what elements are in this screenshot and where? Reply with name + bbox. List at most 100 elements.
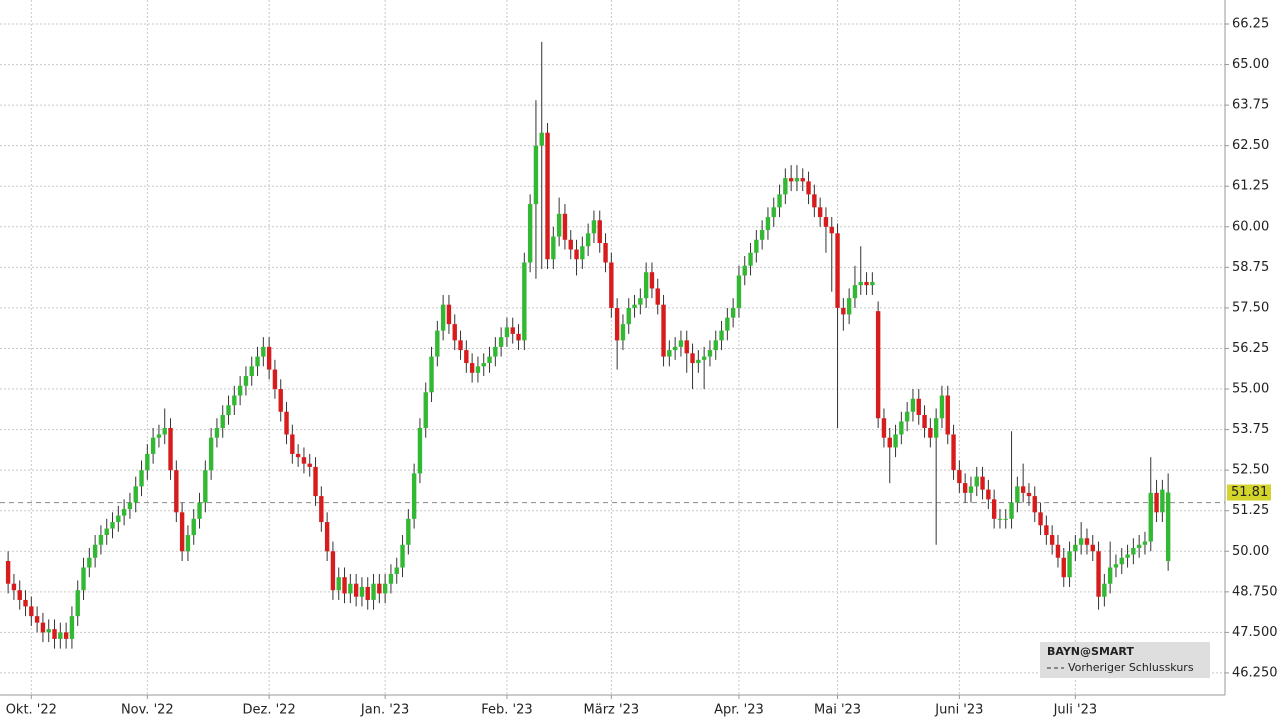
y-tick-label: 58.75	[1232, 260, 1269, 275]
candle-body	[1044, 525, 1049, 536]
candle-body	[701, 356, 707, 360]
candle-body	[655, 288, 660, 305]
candle-body	[423, 392, 428, 428]
candle-body	[365, 586, 370, 600]
candle-body	[342, 577, 347, 594]
candle-body	[794, 178, 800, 182]
candle-body	[400, 544, 405, 568]
candle-body	[667, 350, 672, 357]
candles	[0, 41, 1225, 649]
candle-body	[1003, 518, 1008, 520]
y-tick-label: 55.00	[1232, 382, 1269, 397]
candle-body	[75, 590, 80, 617]
candle-body	[58, 632, 63, 639]
candle-body	[1026, 492, 1032, 497]
candle-body	[104, 528, 109, 536]
candle-body	[435, 330, 440, 357]
candle-body	[446, 304, 452, 325]
candle-body	[272, 369, 278, 390]
candle-body	[208, 437, 214, 471]
candle-body	[736, 275, 742, 308]
candle-body	[34, 616, 40, 623]
candle-body	[1113, 564, 1119, 568]
candle-body	[1102, 583, 1107, 597]
candle-body	[585, 233, 591, 247]
candle-body	[174, 470, 179, 513]
candle-body	[440, 304, 446, 331]
candle-body	[713, 340, 718, 351]
candle-body	[156, 434, 162, 438]
candle-body	[986, 489, 991, 500]
candle-body	[69, 616, 75, 639]
candle-body	[980, 476, 985, 490]
candle-body	[748, 252, 753, 266]
candle-body	[1067, 551, 1072, 578]
y-tick-label: 47.500	[1232, 625, 1278, 640]
candle-body	[1142, 541, 1148, 545]
candle-body	[493, 346, 498, 357]
candle-body	[922, 414, 927, 428]
candle-body	[394, 567, 399, 574]
candle-body	[1078, 538, 1084, 545]
candle-body	[997, 518, 1003, 520]
candle-body	[290, 434, 295, 454]
candle-body	[52, 629, 57, 639]
x-tick-label: Nov. '22	[121, 703, 174, 718]
candle-body	[1160, 489, 1165, 513]
candle-body	[40, 622, 46, 633]
candle-body	[661, 304, 666, 357]
candle-body	[823, 217, 829, 227]
candle-body	[1154, 492, 1159, 513]
x-tick-label: März '23	[584, 703, 640, 718]
candle-body	[568, 239, 573, 250]
candle-body	[452, 324, 457, 341]
candle-body	[353, 583, 359, 597]
candle-body	[504, 327, 510, 338]
candle-body	[150, 437, 156, 454]
x-tick-label: Okt. '22	[6, 703, 57, 718]
candle-body	[481, 363, 486, 367]
last-price-label: 51.81	[1231, 485, 1268, 500]
candle-body	[411, 473, 417, 519]
candle-body	[371, 583, 376, 600]
candle-body	[92, 544, 98, 558]
candle-body	[116, 515, 121, 523]
candle-body	[1009, 502, 1014, 519]
candle-body	[388, 573, 394, 584]
candle-body	[23, 599, 28, 607]
candle-body	[458, 340, 463, 351]
candle-body	[1090, 544, 1095, 552]
y-tick-label: 56.25	[1232, 341, 1269, 356]
plot-area	[0, 0, 1225, 695]
candle-body	[835, 233, 840, 308]
candle-body	[336, 577, 341, 591]
candle-body	[1032, 496, 1037, 513]
candle-body	[498, 337, 504, 347]
candle-body	[313, 466, 318, 497]
candle-body	[806, 181, 811, 195]
y-tick-label: 62.50	[1232, 138, 1269, 153]
candle-body	[974, 476, 979, 487]
y-tick-label: 60.00	[1232, 219, 1269, 234]
candle-body	[875, 311, 881, 419]
candle-body	[1055, 544, 1061, 558]
candle-body	[991, 499, 997, 519]
candle-body	[475, 366, 481, 373]
candle-body	[110, 522, 115, 529]
candle-body	[730, 307, 736, 318]
candle-body	[63, 632, 69, 639]
candle-body	[933, 418, 939, 438]
candle-body	[261, 346, 266, 357]
candle-body	[232, 395, 237, 406]
candle-body	[516, 333, 521, 341]
candle-body	[203, 470, 208, 503]
x-tick-label: Juli '23	[1053, 703, 1098, 718]
candle-body	[98, 535, 104, 545]
y-tick-label: 48.750	[1232, 584, 1278, 599]
candle-body	[330, 551, 336, 591]
candle-body	[904, 411, 910, 422]
candle-body	[162, 427, 167, 435]
candle-body	[597, 220, 602, 244]
candle-body	[226, 405, 231, 415]
candle-body	[777, 194, 782, 208]
